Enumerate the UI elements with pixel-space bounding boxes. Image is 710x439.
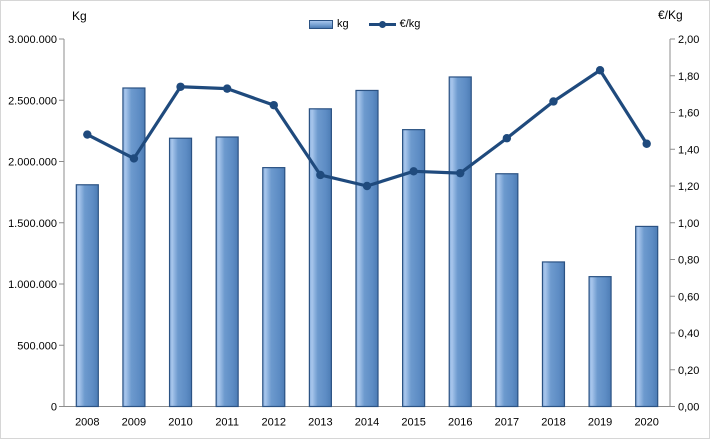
- data-point-marker-2019: [595, 66, 605, 75]
- data-point-marker-2009: [129, 154, 139, 163]
- bar-2013: [308, 108, 332, 408]
- data-point-marker-2011: [222, 84, 232, 93]
- right-axis-tick-label: 2,00: [678, 34, 699, 46]
- left-axis-tick-label: 0: [51, 402, 57, 414]
- x-axis-label: 2017: [495, 417, 519, 429]
- data-point-marker-2008: [83, 130, 92, 139]
- line-marker-dot-icon: [378, 20, 386, 28]
- bar-2017: [495, 173, 519, 408]
- data-point-marker-2015: [409, 167, 418, 176]
- bar-2014: [355, 89, 379, 408]
- x-axis-label: 2020: [634, 417, 658, 429]
- right-axis-title: €/Kg: [658, 8, 683, 22]
- x-axis-label: 2016: [448, 417, 472, 429]
- right-axis-tick-label: 1,00: [678, 218, 699, 230]
- x-axis-label: 2013: [308, 417, 332, 429]
- legend-item-kg: kg: [309, 18, 349, 30]
- x-axis-label: 2011: [215, 417, 239, 429]
- right-axis-tick-label: 0,00: [678, 402, 699, 414]
- right-axis-tick-label: 1,60: [678, 108, 699, 120]
- bar-2020: [635, 225, 659, 408]
- x-axis-label: 2008: [75, 417, 99, 429]
- right-axis-tick-label: 1,20: [678, 181, 699, 193]
- x-axis-label: 2009: [122, 417, 146, 429]
- right-axis-tick-label: 0,20: [678, 365, 699, 377]
- legend-label-eur-kg: €/kg: [399, 18, 421, 30]
- bar-2009: [122, 87, 146, 408]
- bar-2011: [215, 136, 239, 408]
- x-axis-label: 2019: [588, 417, 612, 429]
- left-axis-tick-label: 500.000: [17, 340, 57, 352]
- right-axis-tick-label: 1,40: [678, 144, 699, 156]
- bar-2019: [588, 276, 612, 408]
- left-axis-tick-label: 3.000.000: [8, 34, 57, 46]
- left-axis-title: Kg: [72, 9, 87, 23]
- data-point-marker-2013: [316, 170, 325, 180]
- data-point-marker-2010: [176, 82, 185, 91]
- legend-item-eur-kg: €/kg: [368, 18, 421, 30]
- legend-label-kg: kg: [337, 18, 349, 30]
- bar-series-swatch-icon: [309, 19, 333, 29]
- bar-2010: [168, 137, 193, 408]
- x-axis-label: 2012: [262, 417, 286, 429]
- right-axis-tick-label: 1,80: [678, 71, 699, 83]
- data-point-marker-2012: [269, 100, 278, 110]
- data-point-marker-2020: [642, 139, 651, 148]
- data-point-marker-2018: [549, 97, 558, 106]
- legend: kg €/kg: [309, 18, 420, 30]
- left-axis-tick-label: 2.000.000: [8, 157, 57, 169]
- bar-2012: [262, 167, 286, 408]
- x-axis-label: 2010: [168, 417, 192, 429]
- data-point-marker-2017: [502, 134, 512, 143]
- right-axis-tick-label: 0,60: [678, 291, 699, 303]
- right-axis-tick-label: 0,80: [678, 255, 699, 267]
- bar-2015: [402, 129, 426, 408]
- left-axis-tick-label: 1.500.000: [8, 218, 57, 230]
- data-point-marker-2016: [456, 168, 465, 178]
- bar-2016: [448, 76, 472, 408]
- right-axis-tick-label: 0,40: [678, 328, 699, 340]
- x-axis-label: 2018: [541, 417, 565, 429]
- line-swatch-icon: [368, 20, 396, 28]
- bar-2018: [541, 261, 566, 408]
- bar-2008: [75, 184, 99, 408]
- left-axis-tick-label: 1.000.000: [8, 279, 57, 291]
- data-point-marker-2014: [362, 181, 372, 191]
- left-axis-tick-label: 2.500.000: [8, 95, 57, 107]
- x-axis-label: 2015: [401, 417, 425, 429]
- x-axis-label: 2014: [355, 417, 379, 429]
